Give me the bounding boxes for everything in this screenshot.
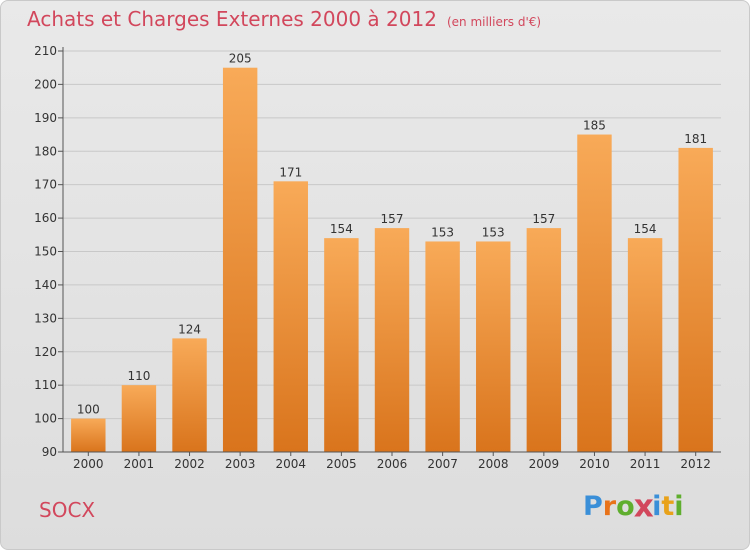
x-tick-label: 2010 <box>579 457 610 471</box>
proxiti-logo[interactable]: Proxiti <box>583 488 684 525</box>
data-label-2007: 153 <box>431 225 454 239</box>
y-tick-label: 120 <box>34 345 57 359</box>
y-tick-label: 100 <box>34 412 57 426</box>
x-tick-label: 2000 <box>73 457 104 471</box>
chart-title: Achats et Charges Externes 2000 à 2012 (e… <box>27 7 541 31</box>
x-tick-label: 2003 <box>225 457 256 471</box>
bar-2008 <box>476 241 511 452</box>
logo-letter: P <box>583 491 603 522</box>
x-tick-label: 2012 <box>680 457 711 471</box>
x-tick-label: 2001 <box>124 457 155 471</box>
data-label-2011: 154 <box>634 222 657 236</box>
y-tick-label: 130 <box>34 311 57 325</box>
data-label-2002: 124 <box>178 322 201 336</box>
bar-2003 <box>222 67 258 452</box>
x-tick-label: 2011 <box>630 457 661 471</box>
y-tick-label: 110 <box>34 378 57 392</box>
bar-2001 <box>121 385 157 452</box>
data-label-2003: 205 <box>229 52 252 66</box>
logo-letter: o <box>616 491 635 522</box>
x-tick-label: 2004 <box>275 457 306 471</box>
bar-2009 <box>526 228 562 452</box>
x-tick-label: 2009 <box>529 457 560 471</box>
y-tick-label: 180 <box>34 144 57 158</box>
data-label-2005: 154 <box>330 222 353 236</box>
bar-2010 <box>577 134 612 452</box>
logo-letter: i <box>652 491 662 522</box>
logo-letter: x <box>633 488 654 525</box>
data-label-2012: 181 <box>684 132 707 146</box>
data-label-2010: 185 <box>583 119 606 133</box>
logo-letter: i <box>674 491 684 522</box>
chart-title-text: Achats et Charges Externes 2000 à 2012 <box>27 7 437 31</box>
logo-letter: r <box>602 491 617 522</box>
bar-2000 <box>71 418 106 452</box>
x-tick-label: 2007 <box>427 457 458 471</box>
chart-subtitle: (en milliers d'€) <box>446 15 542 29</box>
x-tick-label: 2002 <box>174 457 205 471</box>
x-tick-label: 2008 <box>478 457 509 471</box>
logo-letter: t <box>661 491 675 522</box>
x-tick-label: 2006 <box>377 457 408 471</box>
data-label-2004: 171 <box>279 165 302 179</box>
y-tick-label: 160 <box>34 211 57 225</box>
bars: 100 110 124 205 171 154 157 153 153 157 185 154 181 <box>71 52 713 453</box>
y-tick-label: 170 <box>34 178 57 192</box>
data-label-2008: 153 <box>482 225 505 239</box>
bar-2004 <box>273 181 308 452</box>
bar-2007 <box>425 241 460 452</box>
bar-2011 <box>627 238 663 452</box>
x-tick-label: 2005 <box>326 457 357 471</box>
data-label-2006: 157 <box>381 212 404 226</box>
bar-2002 <box>172 338 207 452</box>
city-name: SOCX <box>39 498 96 522</box>
data-label-2009: 157 <box>532 212 555 226</box>
y-tick-label: 210 <box>34 44 57 58</box>
data-label-2000: 100 <box>77 403 100 417</box>
bar-2012 <box>678 147 713 453</box>
axes: 90 100 110 120 130 140 150 160 170 180 190 200 210 20… <box>34 44 721 471</box>
y-tick-label: 90 <box>42 445 57 459</box>
y-tick-label: 150 <box>34 245 57 259</box>
bar-2006 <box>374 228 410 452</box>
y-tick-label: 140 <box>34 278 57 292</box>
y-tick-label: 200 <box>34 77 57 91</box>
bar-2005 <box>324 238 359 452</box>
data-label-2001: 110 <box>127 369 150 383</box>
y-tick-label: 190 <box>34 111 57 125</box>
